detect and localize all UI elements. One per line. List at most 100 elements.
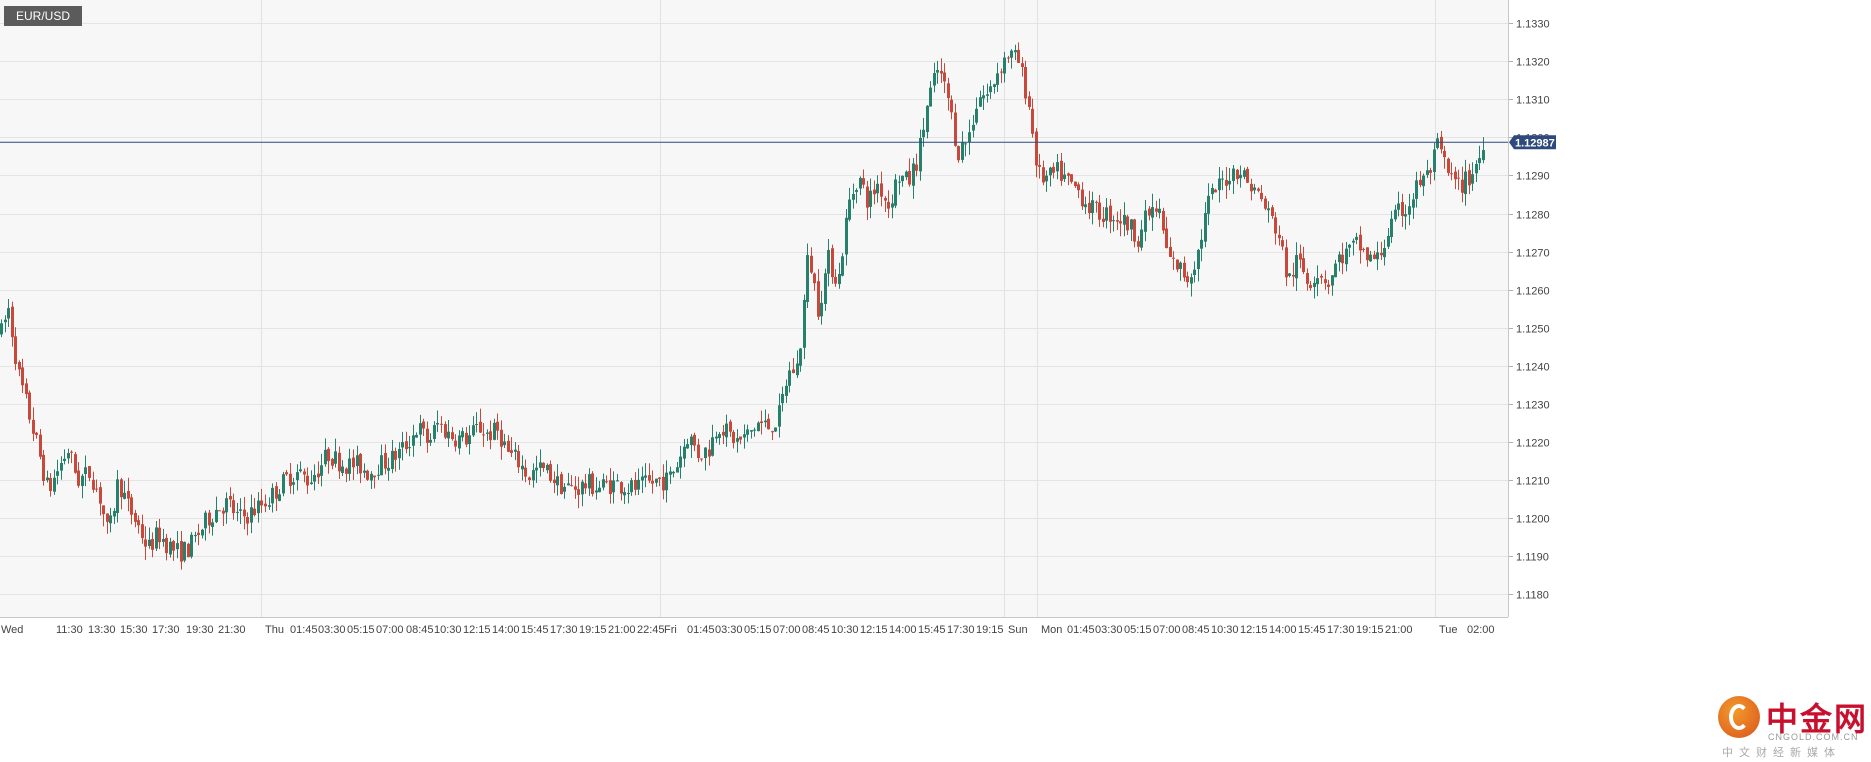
candle-body [1021, 63, 1024, 67]
candle-body [672, 471, 675, 474]
candle-body [884, 197, 887, 201]
candle-body [1165, 228, 1168, 249]
x-tick-label: 17:30 [947, 624, 975, 636]
candle-body [63, 458, 66, 462]
candle-body [120, 479, 123, 498]
candle-body [1218, 178, 1221, 191]
candle-body [197, 532, 200, 535]
candle-body [648, 475, 651, 481]
candle-body [123, 492, 126, 499]
candle-body [1042, 167, 1045, 183]
candle-body [774, 427, 777, 432]
candle-body [1468, 170, 1471, 186]
candle-body [1338, 254, 1341, 263]
candle-body [852, 194, 855, 200]
candle-body [144, 539, 147, 547]
candle-body [324, 449, 327, 465]
candle-body [419, 423, 422, 435]
candle-body [433, 425, 436, 439]
candle-body [715, 436, 718, 439]
candle-body [644, 475, 647, 478]
candle-body [574, 486, 577, 490]
candle-body [968, 132, 971, 142]
candle-body [616, 480, 619, 482]
candle-body [387, 467, 390, 471]
candle-body [796, 363, 799, 376]
candle-body [1084, 204, 1087, 208]
candle-body [447, 431, 450, 439]
candle-body [788, 370, 791, 386]
candle-body [401, 442, 404, 448]
candle-body [49, 477, 52, 491]
candle-body [813, 273, 816, 284]
candle-body [982, 95, 985, 99]
candle-body [53, 477, 56, 492]
y-tick-label: 1.1290 [1516, 171, 1550, 183]
candles [0, 42, 1485, 570]
candle-body [1253, 187, 1256, 191]
candle-body [451, 432, 454, 440]
y-tick-label: 1.1280 [1516, 210, 1550, 222]
candle-body [598, 487, 601, 493]
x-tick-label: 15:45 [1298, 624, 1326, 636]
candle-body [1197, 249, 1200, 270]
candle-body [993, 84, 996, 87]
candle-body [521, 465, 524, 470]
candle-body [486, 432, 489, 434]
logo-domain: CNGOLD.COM.CN [1768, 732, 1859, 742]
candle-body [440, 423, 443, 425]
y-tick-label: 1.1230 [1516, 400, 1550, 412]
candle-body [1309, 284, 1312, 289]
candle-body [1443, 150, 1446, 158]
candle-body [289, 473, 292, 486]
candle-body [1264, 198, 1267, 209]
candle-body [866, 186, 869, 208]
candle-body [817, 281, 820, 317]
candle-body [563, 486, 566, 492]
x-tick-label: 12:15 [1240, 624, 1268, 636]
candle-body [553, 479, 556, 484]
candle-body [1404, 214, 1407, 217]
candle-body [986, 94, 989, 96]
candle-body [859, 177, 862, 189]
candle-body [1049, 167, 1052, 176]
current-price-label: 1.12987 [1515, 137, 1555, 149]
candle-body [169, 541, 172, 555]
candle-body [630, 480, 633, 493]
candle-body [570, 485, 573, 487]
candle-body [1193, 269, 1196, 276]
candle-body [271, 487, 274, 504]
candle-body [718, 434, 721, 438]
candle-body [162, 539, 165, 542]
candle-body [60, 463, 63, 471]
candle-body [1060, 160, 1063, 181]
candle-body [21, 367, 24, 386]
candle-body [1119, 221, 1122, 224]
candle-body [1102, 218, 1105, 222]
x-tick-label: 13:30 [88, 624, 116, 636]
candle-body [1415, 180, 1418, 199]
candle-body [1355, 236, 1358, 240]
candle-body [313, 474, 316, 482]
candle-body [1144, 210, 1147, 232]
candle-body [239, 509, 242, 511]
candle-body [736, 438, 739, 442]
candle-body [1454, 171, 1457, 180]
candle-body [602, 479, 605, 488]
candle-body [74, 454, 77, 473]
candle-body [468, 435, 471, 445]
candle-body [56, 471, 59, 476]
candle-body [1091, 200, 1094, 214]
candle-body [1331, 275, 1334, 286]
candle-body [77, 470, 80, 486]
candle-body [1345, 248, 1348, 265]
candle-body [1366, 247, 1369, 261]
candle-body [567, 483, 570, 486]
candle-body [803, 299, 806, 348]
candle-body [352, 457, 355, 468]
plot-background [0, 0, 1508, 617]
candle-body [1172, 257, 1175, 259]
candle-body [1186, 276, 1189, 283]
candle-body [1024, 67, 1027, 99]
candle-body [187, 543, 190, 558]
